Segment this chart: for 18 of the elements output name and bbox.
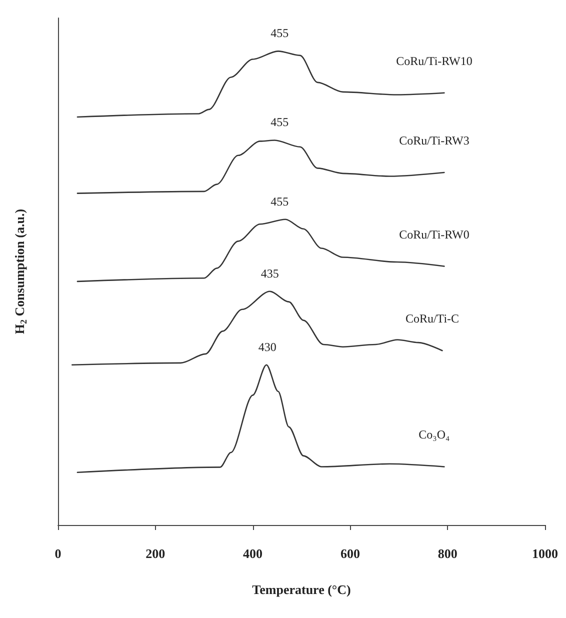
annotation: 430 bbox=[258, 340, 276, 354]
x-tick-label: 0 bbox=[54, 546, 62, 561]
annotation: 455 bbox=[270, 194, 289, 208]
annotation: 435 bbox=[260, 266, 279, 280]
text: CoRu/Ti-RW10 bbox=[396, 54, 472, 68]
annotation: 455 bbox=[270, 26, 289, 40]
x-tick-label: 600 bbox=[340, 546, 360, 561]
text: CoRu/Ti-RW3 bbox=[399, 133, 470, 148]
annotation: 455 bbox=[270, 115, 289, 130]
x-tick-label: 1000 bbox=[532, 546, 558, 561]
x-axis-title: Temperature (°C) bbox=[252, 582, 351, 597]
series-label: Co₃O₄ bbox=[418, 428, 450, 442]
x-tick-label: 200 bbox=[146, 546, 166, 561]
series-label: CoRu/Ti-C bbox=[405, 312, 460, 326]
series-label: CoRu/Ti-RW0 bbox=[399, 227, 470, 242]
y-axis-title: H2 Consumption (a.u.) bbox=[12, 208, 28, 334]
x-tick-label: 800 bbox=[438, 546, 458, 561]
x-tick-label: 400 bbox=[243, 546, 263, 561]
